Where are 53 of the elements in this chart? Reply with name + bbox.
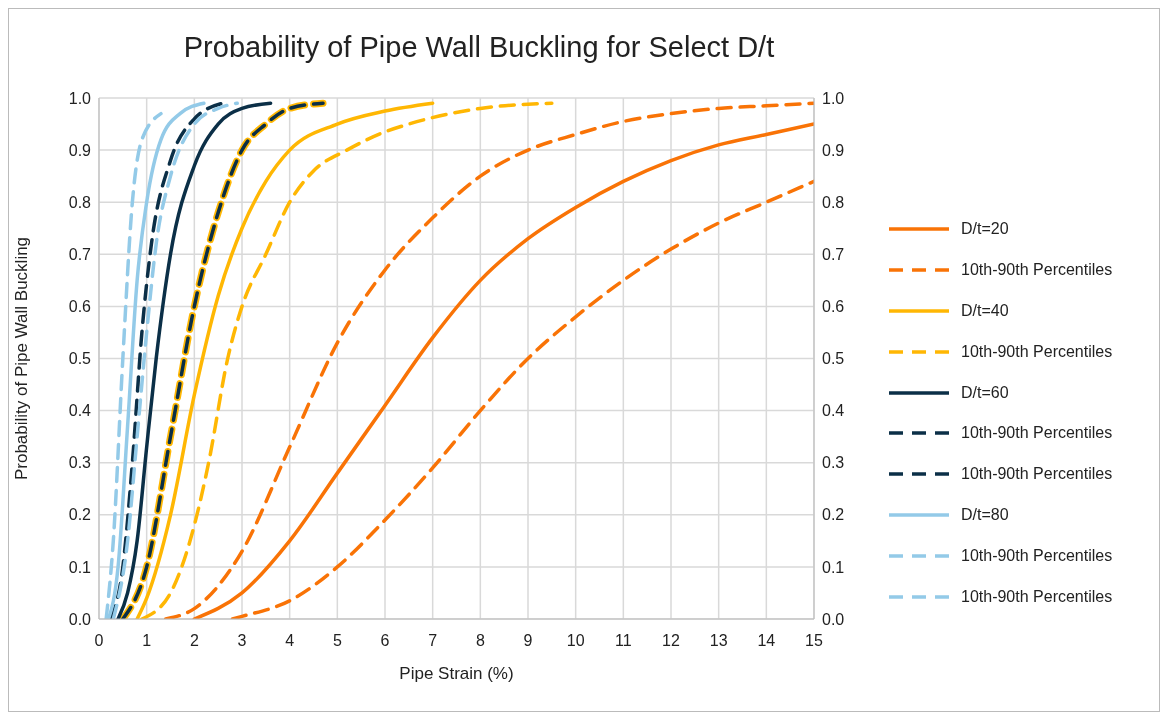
y-tick-label: 0.1	[68, 558, 92, 576]
x-tick-label: 14	[757, 632, 776, 650]
line-series	[230, 179, 814, 619]
x-tick-label: 1	[142, 632, 152, 650]
y2-tick-label: 0.5	[822, 350, 845, 368]
legend-label: 10th-90th Percentiles	[961, 465, 1113, 484]
x-tick-label: 3	[237, 632, 247, 650]
y-tick-label: 0.8	[68, 193, 92, 211]
legend-label: 10th-90th Percentiles	[961, 546, 1113, 565]
x-tick-label: 6	[380, 632, 390, 650]
x-axis-title: Pipe Strain (%)	[399, 664, 514, 683]
y2-tick-label: 0.4	[822, 402, 845, 420]
y-axis-title: Probability of Pipe Wall Buckling	[12, 236, 32, 481]
y-tick-label: 0.3	[68, 454, 92, 472]
x-tick-label: 4	[285, 632, 295, 650]
x-tick-label: 9	[523, 632, 533, 650]
legend-label: D/t=20	[961, 220, 1009, 239]
x-tick-label: 10	[566, 632, 585, 650]
y-tick-label: 0.5	[68, 350, 92, 368]
y2-tick-label: 0.6	[822, 298, 845, 316]
y2-tick-label: 0.2	[822, 506, 845, 524]
y2-tick-label: 0.8	[822, 193, 845, 211]
legend-label: 10th-90th Percentiles	[961, 587, 1113, 606]
y-tick-label: 0.7	[68, 245, 92, 263]
legend-label: 10th-90th Percentiles	[961, 342, 1113, 361]
y-tick-label: 0.2	[68, 506, 92, 524]
y-tick-label: 1.0	[68, 89, 92, 107]
y-tick-label: 0.0	[68, 610, 92, 628]
legend-label: D/t=40	[961, 301, 1009, 320]
line-series	[140, 101, 554, 619]
y2-tick-label: 0.3	[822, 454, 845, 472]
y2-tick-label: 0.1	[822, 558, 845, 576]
legend-label: D/t=80	[961, 505, 1009, 524]
y2-tick-label: 0.7	[822, 245, 845, 263]
legend-label: 10th-90th Percentiles	[961, 424, 1113, 443]
x-tick-label: 13	[709, 632, 728, 650]
legend-label: D/t=60	[961, 383, 1009, 402]
x-tick-label: 7	[428, 632, 438, 650]
y2-tick-label: 0.0	[822, 610, 845, 628]
x-tick-label: 8	[475, 632, 485, 650]
y-tick-label: 0.4	[68, 402, 92, 420]
x-tick-label: 0	[94, 632, 104, 650]
y-tick-label: 0.9	[68, 141, 92, 159]
x-tick-label: 12	[662, 632, 680, 650]
legend-label: 10th-90th Percentiles	[961, 261, 1113, 280]
y-tick-label: 0.6	[68, 298, 92, 316]
x-tick-label: 2	[189, 632, 199, 650]
y2-tick-label: 1.0	[822, 89, 845, 107]
x-tick-label: 11	[615, 632, 632, 650]
y2-tick-label: 0.9	[822, 141, 845, 159]
x-tick-label: 5	[332, 632, 342, 650]
x-tick-label: 15	[805, 632, 823, 650]
chart-title: Probability of Pipe Wall Buckling for Select D/t	[182, 31, 776, 64]
